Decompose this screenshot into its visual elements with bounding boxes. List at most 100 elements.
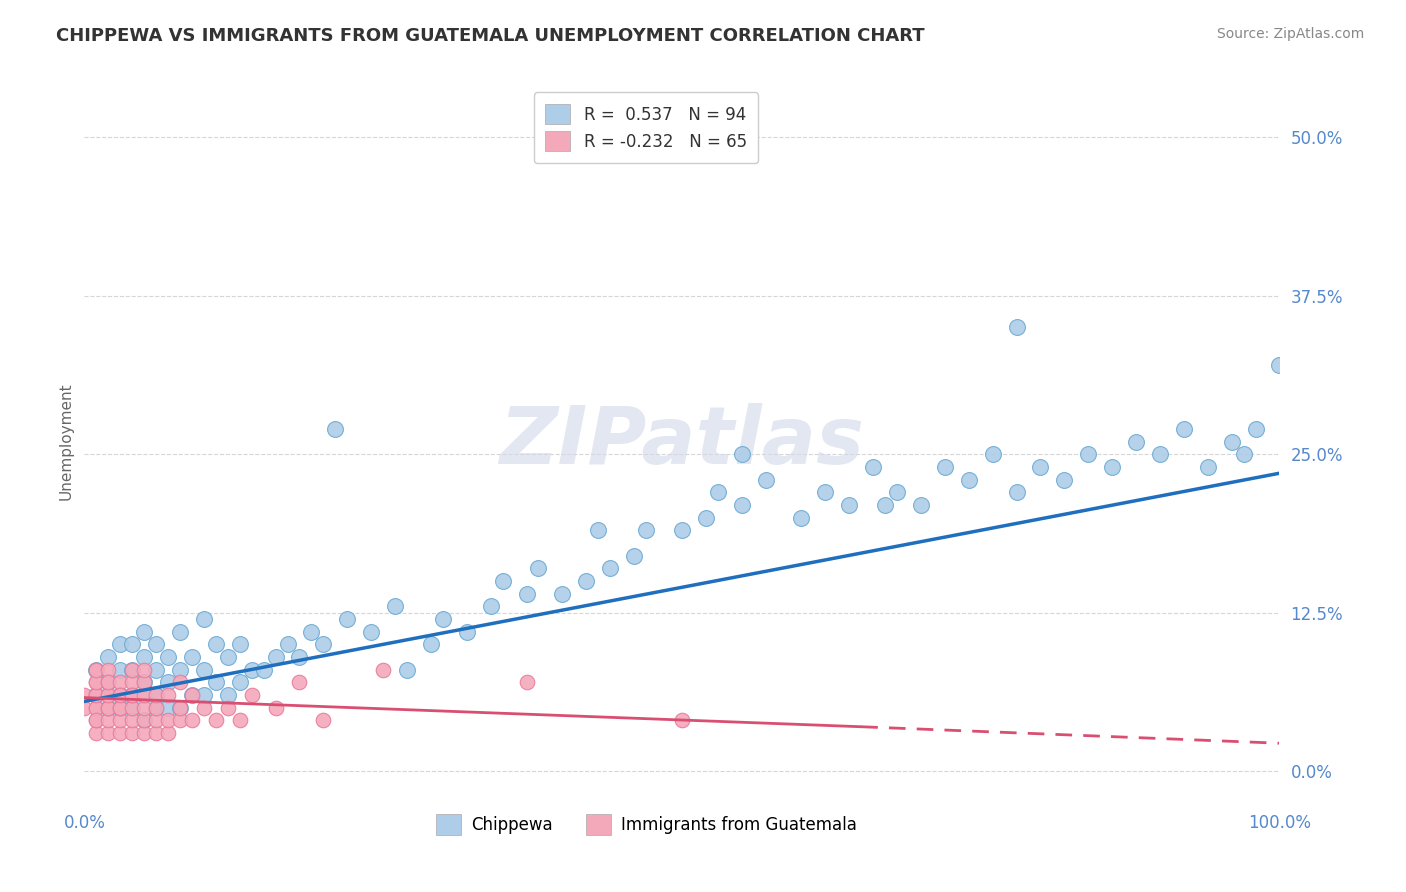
Point [110, 688, 132, 702]
Point [157, 688, 180, 702]
Point [145, 700, 167, 714]
Point [169, 675, 191, 690]
Text: ZIPatlas: ZIPatlas [499, 402, 865, 481]
Point [288, 650, 311, 665]
Point [86, 726, 108, 740]
Point [1053, 473, 1076, 487]
Point [886, 485, 908, 500]
Point [86, 688, 108, 702]
Point [671, 523, 693, 537]
Point [110, 688, 132, 702]
Point [110, 726, 132, 740]
Point [193, 688, 215, 702]
Point [1005, 485, 1028, 500]
Point [456, 624, 478, 639]
Point [157, 726, 180, 740]
Point [312, 637, 335, 651]
Point [229, 675, 252, 690]
Point [240, 663, 263, 677]
Point [145, 726, 167, 740]
Text: Source: ZipAtlas.com: Source: ZipAtlas.com [1216, 27, 1364, 41]
Point [110, 700, 132, 714]
Point [97, 726, 120, 740]
Point [1268, 359, 1291, 373]
Point [1149, 447, 1171, 461]
Point [132, 624, 156, 639]
Point [755, 473, 778, 487]
Point [551, 587, 574, 601]
Text: CHIPPEWA VS IMMIGRANTS FROM GUATEMALA UNEMPLOYMENT CORRELATION CHART: CHIPPEWA VS IMMIGRANTS FROM GUATEMALA UN… [56, 27, 925, 45]
Point [181, 688, 204, 702]
Point [169, 700, 191, 714]
Point [145, 688, 167, 702]
Point [121, 700, 143, 714]
Point [97, 650, 120, 665]
Point [636, 523, 658, 537]
Point [132, 675, 156, 690]
Point [695, 510, 717, 524]
Point [86, 700, 108, 714]
Point [97, 714, 120, 728]
Point [193, 663, 215, 677]
Point [132, 726, 156, 740]
Point [217, 700, 239, 714]
Point [145, 714, 167, 728]
Point [132, 688, 156, 702]
Point [86, 714, 108, 728]
Point [121, 688, 143, 702]
Point [217, 650, 239, 665]
Legend: Chippewa, Immigrants from Guatemala: Chippewa, Immigrants from Guatemala [429, 808, 863, 841]
Point [420, 637, 443, 651]
Point [671, 714, 693, 728]
Point [288, 675, 311, 690]
Point [97, 675, 120, 690]
Point [193, 612, 215, 626]
Point [86, 714, 108, 728]
Point [229, 714, 252, 728]
Point [516, 675, 538, 690]
Point [110, 663, 132, 677]
Point [336, 612, 359, 626]
Point [527, 561, 550, 575]
Point [516, 587, 538, 601]
Point [145, 637, 167, 651]
Point [432, 612, 454, 626]
Point [240, 688, 263, 702]
Point [205, 675, 228, 690]
Point [121, 688, 143, 702]
Point [910, 498, 932, 512]
Y-axis label: Unemployment: Unemployment [58, 383, 73, 500]
Point [169, 663, 191, 677]
Point [110, 714, 132, 728]
Point [217, 688, 239, 702]
Point [181, 714, 204, 728]
Point [575, 574, 598, 588]
Point [121, 714, 143, 728]
Point [264, 700, 287, 714]
Point [1029, 459, 1052, 474]
Point [132, 675, 156, 690]
Point [957, 473, 980, 487]
Point [121, 688, 143, 702]
Point [169, 700, 191, 714]
Point [862, 459, 884, 474]
Point [86, 688, 108, 702]
Point [790, 510, 813, 524]
Point [373, 663, 395, 677]
Point [707, 485, 730, 500]
Point [97, 700, 120, 714]
Point [97, 688, 120, 702]
Point [110, 688, 132, 702]
Point [73, 700, 96, 714]
Point [396, 663, 419, 677]
Point [1173, 422, 1195, 436]
Point [1077, 447, 1099, 461]
Point [157, 675, 180, 690]
Point [492, 574, 515, 588]
Point [981, 447, 1004, 461]
Point [384, 599, 406, 614]
Point [157, 714, 180, 728]
Point [145, 663, 167, 677]
Point [97, 700, 120, 714]
Point [264, 650, 287, 665]
